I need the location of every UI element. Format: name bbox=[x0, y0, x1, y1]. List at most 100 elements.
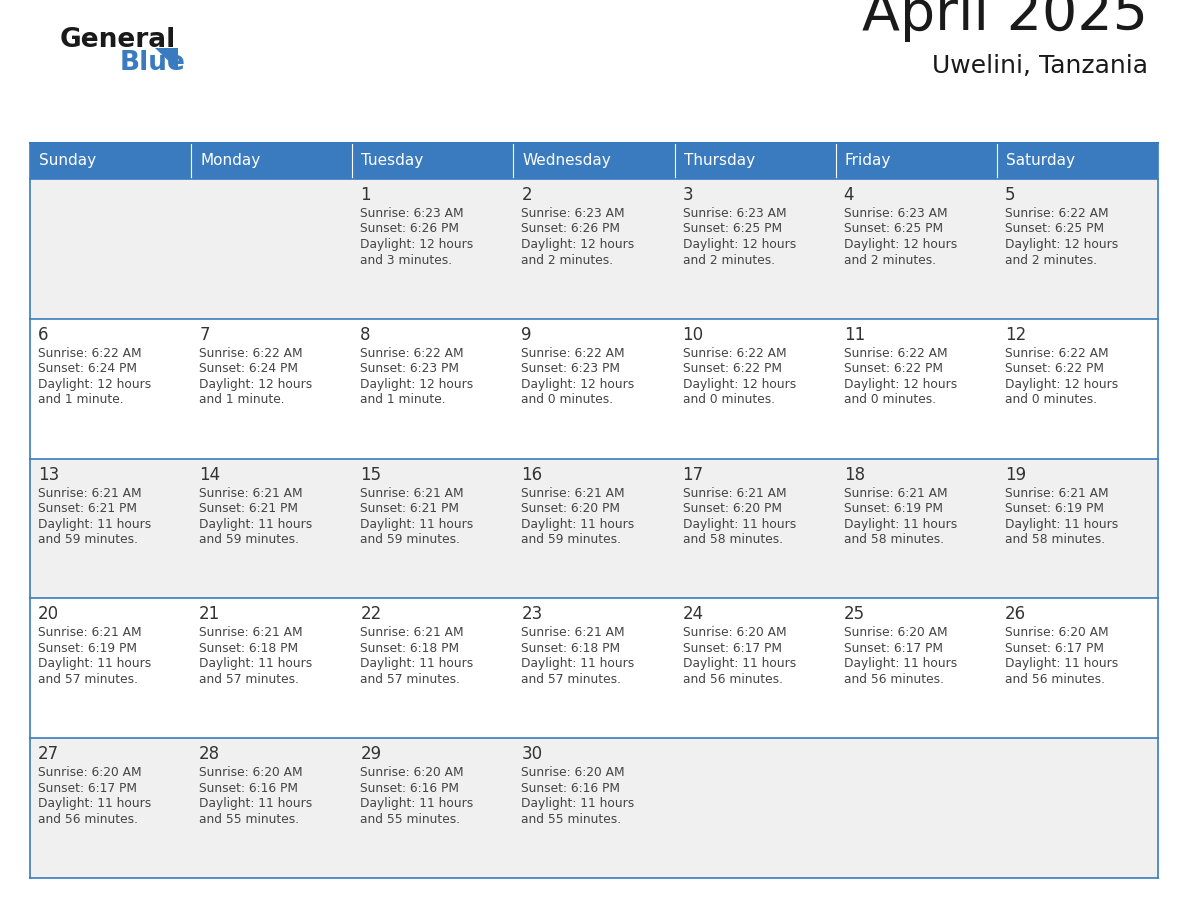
Text: and 59 minutes.: and 59 minutes. bbox=[360, 533, 460, 546]
Bar bbox=[30, 738, 191, 878]
Text: Daylight: 12 hours: Daylight: 12 hours bbox=[1005, 238, 1118, 251]
Text: and 0 minutes.: and 0 minutes. bbox=[683, 393, 775, 407]
Text: Sunrise: 6:22 AM: Sunrise: 6:22 AM bbox=[360, 347, 463, 360]
Text: Sunrise: 6:23 AM: Sunrise: 6:23 AM bbox=[522, 207, 625, 220]
Text: Sunrise: 6:20 AM: Sunrise: 6:20 AM bbox=[843, 626, 947, 640]
Text: Thursday: Thursday bbox=[683, 153, 754, 169]
Bar bbox=[997, 459, 1158, 599]
Text: 18: 18 bbox=[843, 465, 865, 484]
Bar bbox=[513, 738, 675, 878]
Text: and 58 minutes.: and 58 minutes. bbox=[683, 533, 783, 546]
Text: Daylight: 11 hours: Daylight: 11 hours bbox=[200, 518, 312, 531]
Text: Daylight: 11 hours: Daylight: 11 hours bbox=[843, 657, 958, 670]
Text: Daylight: 11 hours: Daylight: 11 hours bbox=[1005, 518, 1118, 531]
Text: Sunset: 6:23 PM: Sunset: 6:23 PM bbox=[522, 363, 620, 375]
Text: Sunset: 6:17 PM: Sunset: 6:17 PM bbox=[843, 642, 943, 655]
Text: Sunset: 6:22 PM: Sunset: 6:22 PM bbox=[683, 363, 782, 375]
Bar bbox=[353, 738, 513, 878]
Text: and 56 minutes.: and 56 minutes. bbox=[38, 812, 138, 825]
Text: General: General bbox=[61, 27, 176, 53]
Text: Sunrise: 6:22 AM: Sunrise: 6:22 AM bbox=[1005, 207, 1108, 220]
Text: Sunrise: 6:21 AM: Sunrise: 6:21 AM bbox=[200, 626, 303, 640]
Text: Sunset: 6:19 PM: Sunset: 6:19 PM bbox=[843, 502, 943, 515]
Text: 26: 26 bbox=[1005, 605, 1026, 623]
Text: Sunset: 6:21 PM: Sunset: 6:21 PM bbox=[200, 502, 298, 515]
Text: and 2 minutes.: and 2 minutes. bbox=[683, 253, 775, 266]
Text: Friday: Friday bbox=[845, 153, 891, 169]
Text: and 56 minutes.: and 56 minutes. bbox=[843, 673, 943, 686]
Text: and 57 minutes.: and 57 minutes. bbox=[360, 673, 460, 686]
Text: Daylight: 11 hours: Daylight: 11 hours bbox=[38, 518, 151, 531]
Bar bbox=[353, 143, 513, 179]
Text: Sunrise: 6:20 AM: Sunrise: 6:20 AM bbox=[683, 626, 786, 640]
Text: 5: 5 bbox=[1005, 186, 1016, 204]
Text: Sunset: 6:18 PM: Sunset: 6:18 PM bbox=[522, 642, 620, 655]
Text: Daylight: 11 hours: Daylight: 11 hours bbox=[360, 797, 474, 811]
Polygon shape bbox=[154, 48, 178, 70]
Text: Saturday: Saturday bbox=[1006, 153, 1075, 169]
Text: Daylight: 11 hours: Daylight: 11 hours bbox=[360, 518, 474, 531]
Text: Sunrise: 6:23 AM: Sunrise: 6:23 AM bbox=[360, 207, 463, 220]
Text: and 57 minutes.: and 57 minutes. bbox=[200, 673, 299, 686]
Text: and 55 minutes.: and 55 minutes. bbox=[200, 812, 299, 825]
Bar bbox=[997, 319, 1158, 459]
Bar bbox=[191, 459, 353, 599]
Bar bbox=[30, 599, 191, 738]
Text: Sunrise: 6:22 AM: Sunrise: 6:22 AM bbox=[522, 347, 625, 360]
Text: 3: 3 bbox=[683, 186, 693, 204]
Text: Monday: Monday bbox=[200, 153, 260, 169]
Bar bbox=[513, 179, 675, 319]
Text: and 1 minute.: and 1 minute. bbox=[200, 393, 285, 407]
Bar bbox=[191, 599, 353, 738]
Text: Sunrise: 6:22 AM: Sunrise: 6:22 AM bbox=[683, 347, 786, 360]
Text: Daylight: 12 hours: Daylight: 12 hours bbox=[683, 238, 796, 251]
Text: Sunrise: 6:20 AM: Sunrise: 6:20 AM bbox=[38, 767, 141, 779]
Bar bbox=[30, 459, 191, 599]
Text: Sunrise: 6:21 AM: Sunrise: 6:21 AM bbox=[360, 626, 463, 640]
Text: 27: 27 bbox=[38, 745, 59, 763]
Text: Wednesday: Wednesday bbox=[523, 153, 611, 169]
Bar bbox=[675, 738, 835, 878]
Text: 23: 23 bbox=[522, 605, 543, 623]
Text: Sunrise: 6:20 AM: Sunrise: 6:20 AM bbox=[1005, 626, 1108, 640]
Text: Sunset: 6:26 PM: Sunset: 6:26 PM bbox=[522, 222, 620, 236]
Text: Daylight: 12 hours: Daylight: 12 hours bbox=[522, 378, 634, 391]
Text: and 0 minutes.: and 0 minutes. bbox=[843, 393, 936, 407]
Text: Sunset: 6:24 PM: Sunset: 6:24 PM bbox=[38, 363, 137, 375]
Text: 16: 16 bbox=[522, 465, 543, 484]
Bar bbox=[30, 143, 191, 179]
Bar bbox=[997, 738, 1158, 878]
Text: and 57 minutes.: and 57 minutes. bbox=[38, 673, 138, 686]
Bar bbox=[353, 179, 513, 319]
Text: Sunrise: 6:21 AM: Sunrise: 6:21 AM bbox=[1005, 487, 1108, 499]
Text: and 1 minute.: and 1 minute. bbox=[38, 393, 124, 407]
Text: Daylight: 11 hours: Daylight: 11 hours bbox=[683, 518, 796, 531]
Text: and 58 minutes.: and 58 minutes. bbox=[1005, 533, 1105, 546]
Text: 15: 15 bbox=[360, 465, 381, 484]
Bar bbox=[997, 143, 1158, 179]
Bar bbox=[675, 319, 835, 459]
Bar bbox=[191, 143, 353, 179]
Text: Sunrise: 6:22 AM: Sunrise: 6:22 AM bbox=[1005, 347, 1108, 360]
Text: Sunset: 6:18 PM: Sunset: 6:18 PM bbox=[200, 642, 298, 655]
Text: Sunrise: 6:21 AM: Sunrise: 6:21 AM bbox=[200, 487, 303, 499]
Text: 12: 12 bbox=[1005, 326, 1026, 344]
Text: Sunrise: 6:20 AM: Sunrise: 6:20 AM bbox=[522, 767, 625, 779]
Text: and 2 minutes.: and 2 minutes. bbox=[522, 253, 613, 266]
Bar bbox=[835, 459, 997, 599]
Text: Tuesday: Tuesday bbox=[361, 153, 424, 169]
Text: Daylight: 12 hours: Daylight: 12 hours bbox=[360, 378, 474, 391]
Text: 4: 4 bbox=[843, 186, 854, 204]
Bar bbox=[191, 319, 353, 459]
Text: Sunrise: 6:21 AM: Sunrise: 6:21 AM bbox=[522, 626, 625, 640]
Text: 20: 20 bbox=[38, 605, 59, 623]
Text: 14: 14 bbox=[200, 465, 220, 484]
Text: Sunset: 6:22 PM: Sunset: 6:22 PM bbox=[843, 363, 943, 375]
Text: Sunset: 6:21 PM: Sunset: 6:21 PM bbox=[38, 502, 137, 515]
Text: Uwelini, Tanzania: Uwelini, Tanzania bbox=[933, 54, 1148, 78]
Text: and 57 minutes.: and 57 minutes. bbox=[522, 673, 621, 686]
Bar bbox=[513, 319, 675, 459]
Text: Sunset: 6:18 PM: Sunset: 6:18 PM bbox=[360, 642, 460, 655]
Bar bbox=[675, 143, 835, 179]
Text: Daylight: 11 hours: Daylight: 11 hours bbox=[522, 657, 634, 670]
